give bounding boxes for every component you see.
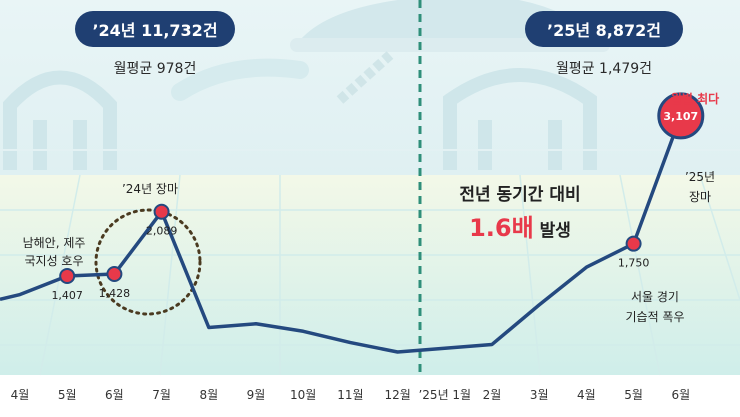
rainy-2024-label: ’24년 장마 <box>121 182 179 196</box>
data-point-marker <box>106 266 123 283</box>
south-coast-label-1: 남해안, 제주 <box>22 236 86 250</box>
x-tick-label: 8월 <box>199 388 219 402</box>
x-tick-label: 4월 <box>10 388 30 402</box>
rainy-2025-label-1: ’25년 <box>684 170 716 184</box>
x-tick-label: 6월 <box>105 388 124 402</box>
data-value-label: 1,428 <box>99 287 131 300</box>
seoul-label-1: 서울 경기 <box>631 290 679 304</box>
x-tick-label: 3월 <box>529 388 549 402</box>
x-tick-label: 12월 <box>384 388 411 402</box>
total-2024-badge: ’24년 11,732건 <box>75 11 235 47</box>
rainy-2025-label-2: 장마 <box>688 190 712 204</box>
data-value-label: 2,089 <box>146 225 178 238</box>
data-value-label: 1,407 <box>51 289 83 302</box>
series-line <box>0 115 683 354</box>
compare-heading: 전년 동기간 대비 <box>459 185 581 205</box>
data-point-marker <box>625 235 642 252</box>
avg-2025: 월평균 1,479건 <box>555 61 653 77</box>
x-tick-label: 6월 <box>671 388 691 402</box>
x-tick-label: 5월 <box>57 388 77 402</box>
total-2025-badge: ’25년 8,872건 <box>525 11 683 47</box>
x-tick-label: ’25년 1월 <box>418 388 472 402</box>
avg-2024: 월평균 978건 <box>113 61 197 77</box>
south-coast-label-2: 국지성 호우 <box>24 254 84 268</box>
x-tick-label: 9월 <box>246 388 266 402</box>
x-tick-label: 11월 <box>337 388 364 402</box>
x-tick-label: 10월 <box>290 388 317 402</box>
x-tick-label: 2월 <box>482 388 502 402</box>
rainy-season-highlight <box>94 208 202 316</box>
data-point-marker <box>657 92 705 140</box>
multiplier-value: 1.6배 <box>469 214 534 242</box>
multiplier-suffix: 발생 <box>533 221 571 241</box>
x-tick-label: 4월 <box>577 388 596 402</box>
seoul-label-2: 기습적 폭우 <box>625 310 685 324</box>
data-value-label: 3,107 <box>663 110 698 123</box>
data-point-marker <box>153 203 170 220</box>
x-tick-label: 7월 <box>152 388 171 402</box>
x-tick-label: 5월 <box>624 388 643 402</box>
data-value-label: 1,750 <box>618 257 650 270</box>
monthly-max-label: 월별 최다 <box>670 92 720 106</box>
compare-multiplier: 1.6배 발생 <box>430 208 610 243</box>
data-point-marker <box>59 267 76 284</box>
